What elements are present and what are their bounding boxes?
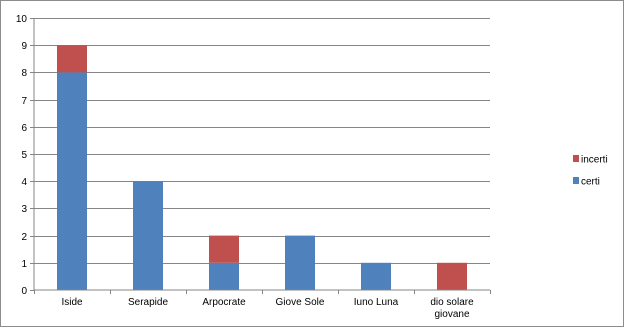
legend: incerti certi xyxy=(573,155,608,188)
y-tick-label: 7 xyxy=(21,96,27,107)
x-tick-label: giovane xyxy=(434,309,469,320)
y-tick-label: 5 xyxy=(21,150,27,161)
y-tick-label: 8 xyxy=(21,68,27,79)
bar-certi xyxy=(209,262,239,290)
y-tick-label: 0 xyxy=(21,286,27,297)
bar-certi xyxy=(361,262,391,290)
x-tick-label: Iuno Luna xyxy=(354,297,399,308)
x-tick-labels: Iside Serapide Arpocrate Giove Sole Iuno Lun… xyxy=(61,297,474,320)
legend-swatch-incerti xyxy=(573,155,579,162)
y-tick-label: 3 xyxy=(21,204,27,215)
bar-certi xyxy=(285,235,315,290)
gridlines xyxy=(30,18,491,294)
bar-certi xyxy=(57,72,87,291)
legend-label-incerti: incerti xyxy=(581,155,608,166)
bar-incerti xyxy=(209,235,239,263)
y-tick-label: 1 xyxy=(21,259,27,270)
bar-incerti xyxy=(437,262,467,290)
x-tick-label: dio solare xyxy=(430,297,474,308)
y-tick-label: 4 xyxy=(21,177,27,188)
axes xyxy=(33,18,490,291)
bars xyxy=(57,45,467,291)
x-tick-label: Serapide xyxy=(128,297,168,308)
y-tick-label: 10 xyxy=(16,14,28,25)
y-tick-labels: 0 1 2 3 4 5 6 7 8 9 10 xyxy=(16,14,28,297)
y-tick-label: 9 xyxy=(21,41,27,52)
x-tick-label: Arpocrate xyxy=(202,297,246,308)
legend-swatch-certi xyxy=(573,177,579,184)
y-tick-label: 6 xyxy=(21,123,27,134)
y-tick-label: 2 xyxy=(21,232,27,243)
legend-label-certi: certi xyxy=(581,177,600,188)
bar-incerti xyxy=(57,45,87,73)
x-tick-label: Iside xyxy=(61,297,83,308)
bar-certi xyxy=(133,181,163,290)
x-tick-label: Giove Sole xyxy=(276,297,325,308)
